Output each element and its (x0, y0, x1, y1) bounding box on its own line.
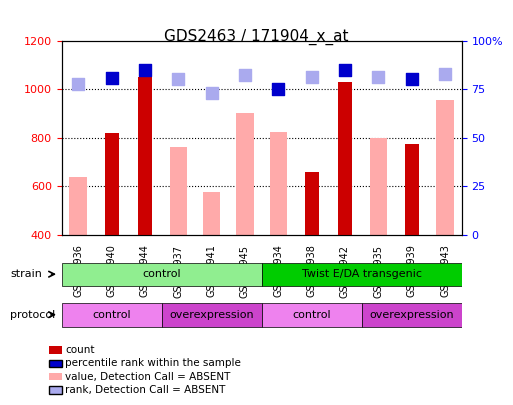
Bar (269, 132, 287, 235)
Point (341, 66, 349, 73)
Bar (236, 113, 254, 235)
Point (74, 81, 82, 87)
Point (407, 76, 416, 82)
Text: count: count (65, 345, 95, 355)
Bar (49, 346, 62, 354)
Point (274, 85, 282, 92)
Text: control: control (142, 269, 181, 279)
Text: Twist E/DA transgenic: Twist E/DA transgenic (302, 269, 422, 279)
FancyBboxPatch shape (62, 262, 262, 286)
Point (441, 71, 449, 77)
Text: rank, Detection Call = ABSENT: rank, Detection Call = ABSENT (65, 385, 226, 395)
FancyBboxPatch shape (162, 303, 262, 327)
Text: strain: strain (10, 269, 42, 279)
Bar (138, 77, 152, 235)
Point (374, 74, 382, 81)
Bar (169, 147, 187, 235)
Point (141, 66, 149, 73)
Text: GDS2463 / 171904_x_at: GDS2463 / 171904_x_at (164, 28, 349, 45)
Bar (49, 386, 62, 394)
Bar (436, 100, 454, 235)
Bar (369, 138, 387, 235)
Bar (49, 373, 62, 380)
FancyBboxPatch shape (262, 303, 362, 327)
Bar (305, 172, 319, 235)
Bar (105, 133, 119, 235)
Text: control: control (92, 310, 131, 320)
Bar (405, 144, 419, 235)
Bar (338, 82, 352, 235)
Bar (69, 177, 87, 235)
Bar (203, 192, 221, 235)
Text: overexpression: overexpression (369, 310, 454, 320)
Point (207, 90, 215, 96)
Text: value, Detection Call = ABSENT: value, Detection Call = ABSENT (65, 372, 230, 382)
Text: control: control (292, 310, 331, 320)
FancyBboxPatch shape (362, 303, 462, 327)
FancyBboxPatch shape (62, 303, 162, 327)
Point (174, 76, 182, 83)
Point (107, 75, 115, 81)
Text: protocol: protocol (10, 310, 55, 320)
Point (241, 71, 249, 78)
Text: percentile rank within the sample: percentile rank within the sample (65, 358, 241, 368)
Bar (49, 360, 62, 367)
Text: overexpression: overexpression (169, 310, 254, 320)
FancyBboxPatch shape (262, 262, 462, 286)
Point (307, 74, 315, 80)
